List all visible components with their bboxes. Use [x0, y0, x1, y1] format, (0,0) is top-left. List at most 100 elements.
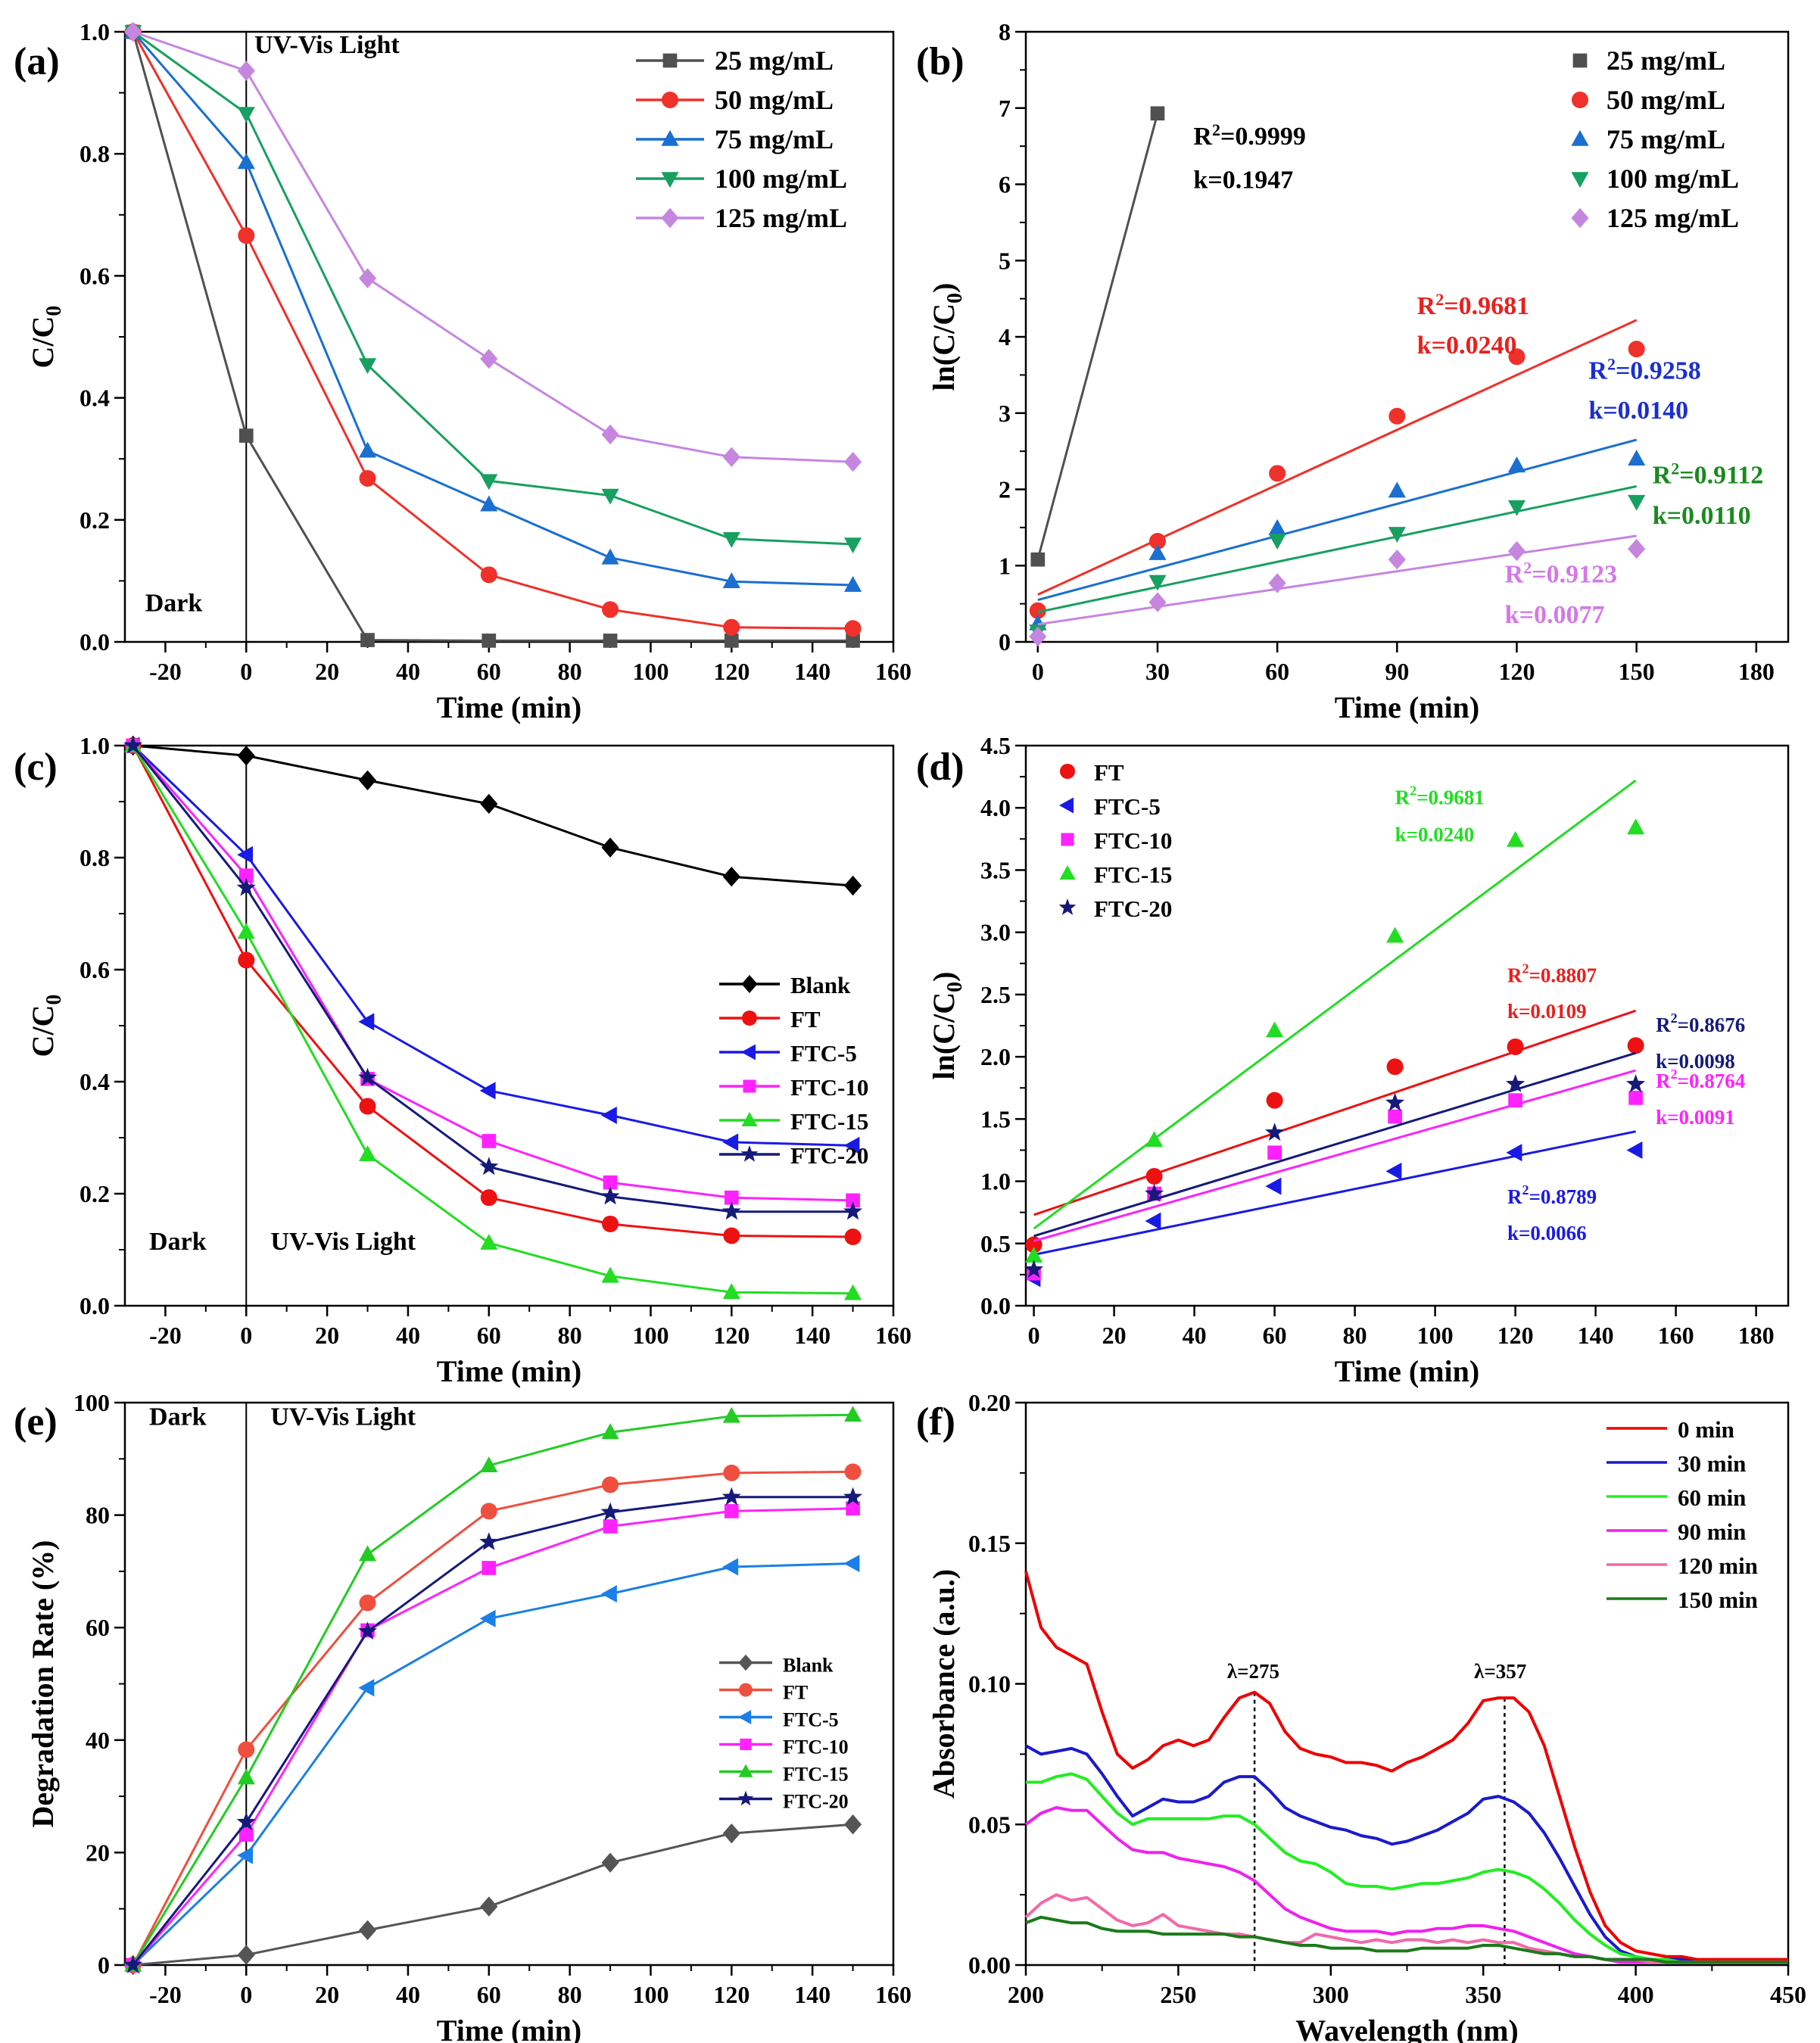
x-tick-label: 160: [1658, 1322, 1694, 1349]
legend-label: 100 mg/mL: [1607, 164, 1739, 194]
data-point: [723, 1227, 740, 1244]
data-point: [601, 1852, 619, 1873]
series-line: [1025, 1744, 1788, 1964]
annotation: UV-Vis Light: [254, 31, 400, 59]
y-tick-label: 2: [999, 476, 1011, 503]
series-ftc-20: [123, 1487, 863, 1973]
y-tick-label: 1.0: [79, 732, 110, 759]
data-point: [358, 441, 377, 458]
data-point: [722, 1558, 739, 1576]
plot-frame: [123, 744, 895, 1307]
y-tick-label: 100: [73, 1389, 110, 1416]
data-point: [236, 877, 256, 896]
series-line: [132, 1507, 853, 1966]
x-tick-label: 120: [1498, 658, 1535, 685]
legend-label: 125 mg/mL: [715, 203, 847, 233]
x-tick-label: 80: [1343, 1322, 1367, 1349]
annotation: k=0.0240: [1417, 332, 1517, 360]
fit-line: [1037, 534, 1637, 626]
x-tick-label: 400: [1618, 1981, 1654, 2008]
x-tick-label: 60: [1265, 658, 1289, 685]
data-point: [601, 424, 619, 445]
legend: 0 min 30 min 60 min 90 min 120 min 150 min: [1607, 1416, 1758, 1613]
legend-marker: [1571, 207, 1589, 229]
x-axis-title: Time (min): [1335, 1354, 1479, 1388]
x-tick-label: 80: [558, 1981, 582, 2008]
data-point: [1388, 527, 1406, 543]
data-point: [846, 1501, 860, 1516]
y-tick-label: 1: [999, 552, 1011, 579]
data-point: [1388, 549, 1406, 570]
data-point: [601, 548, 619, 565]
y-tick-label: 0.6: [79, 956, 110, 983]
data-point: [237, 846, 254, 864]
data-point: [603, 1175, 618, 1190]
data-point: [722, 531, 740, 548]
data-point: [358, 358, 377, 375]
data-point: [1628, 450, 1646, 466]
y-tick-label: 4.0: [980, 794, 1011, 821]
data-point: [844, 1228, 862, 1245]
data-point: [479, 1609, 496, 1627]
data-point: [843, 1136, 860, 1154]
legend-marker: [1059, 797, 1074, 814]
data-point: [1626, 1141, 1643, 1159]
data-point: [724, 1504, 739, 1518]
legend-marker: [1059, 865, 1076, 880]
panel-label: (b): [916, 40, 965, 83]
data-point: [479, 1157, 499, 1176]
data-point: [846, 634, 860, 648]
data-point: [1029, 626, 1047, 647]
x-tick-label: 90: [1385, 658, 1409, 685]
annotation: Dark: [145, 590, 203, 618]
panel-b: 0 30 60 90 120 150 180 0 1 2 3 4 5 6 7 8 Time (min) ln(C/…: [916, 18, 1790, 724]
data-point: [237, 107, 255, 123]
data-point: [1268, 573, 1286, 593]
x-tick-label: 140: [794, 1981, 831, 2008]
data-point: [602, 1476, 619, 1493]
series-line: [132, 745, 853, 1238]
data-point: [358, 1545, 377, 1562]
x-tick-label: 30: [1145, 658, 1170, 685]
data-point: [481, 1134, 497, 1148]
data-point: [480, 793, 498, 814]
data-point: [358, 1145, 377, 1161]
legend-label: FTC-10: [1094, 827, 1172, 854]
data-point: [723, 1464, 740, 1481]
data-point: [1024, 1260, 1044, 1278]
x-tick-label: 100: [1417, 1322, 1454, 1349]
data-point: [358, 1067, 378, 1086]
series-125-mg-ml: [124, 21, 862, 472]
series-ftc-5: [123, 737, 860, 1154]
x-axis-title: Wavelength (nm): [1295, 2013, 1518, 2043]
x-tick-label: 40: [396, 1981, 420, 2008]
data-point: [237, 746, 255, 766]
data-point: [1268, 534, 1286, 550]
legend-marker: [1572, 92, 1588, 108]
legend-label: Blank: [783, 1655, 834, 1677]
x-tick-label: 40: [396, 1322, 420, 1349]
data-point: [600, 1502, 620, 1521]
fit-line: [1033, 1130, 1636, 1257]
data-point: [1388, 481, 1406, 498]
data-point: [1507, 1038, 1524, 1055]
x-axis-title: Time (min): [437, 690, 581, 724]
data-point: [601, 837, 619, 858]
data-point: [480, 1503, 497, 1520]
y-tick-label: 80: [86, 1502, 110, 1529]
legend-marker: [1572, 53, 1588, 68]
data-point: [844, 452, 862, 472]
data-point: [1266, 1021, 1284, 1038]
x-tick-label: 450: [1770, 1981, 1806, 2008]
data-point: [480, 1234, 498, 1250]
x-tick-label: 120: [713, 658, 750, 685]
legend-marker: [1571, 172, 1589, 188]
y-axis-title: ln(C/C0): [927, 283, 967, 391]
y-tick-label: 0.8: [79, 140, 110, 167]
series-50-mg-ml: [124, 23, 862, 637]
x-tick-label: 60: [477, 658, 501, 685]
y-axis-title: Degradation Rate (%): [26, 1540, 60, 1828]
y-tick-label: 4: [999, 323, 1011, 350]
annotation: UV-Vis Light: [270, 1403, 416, 1431]
